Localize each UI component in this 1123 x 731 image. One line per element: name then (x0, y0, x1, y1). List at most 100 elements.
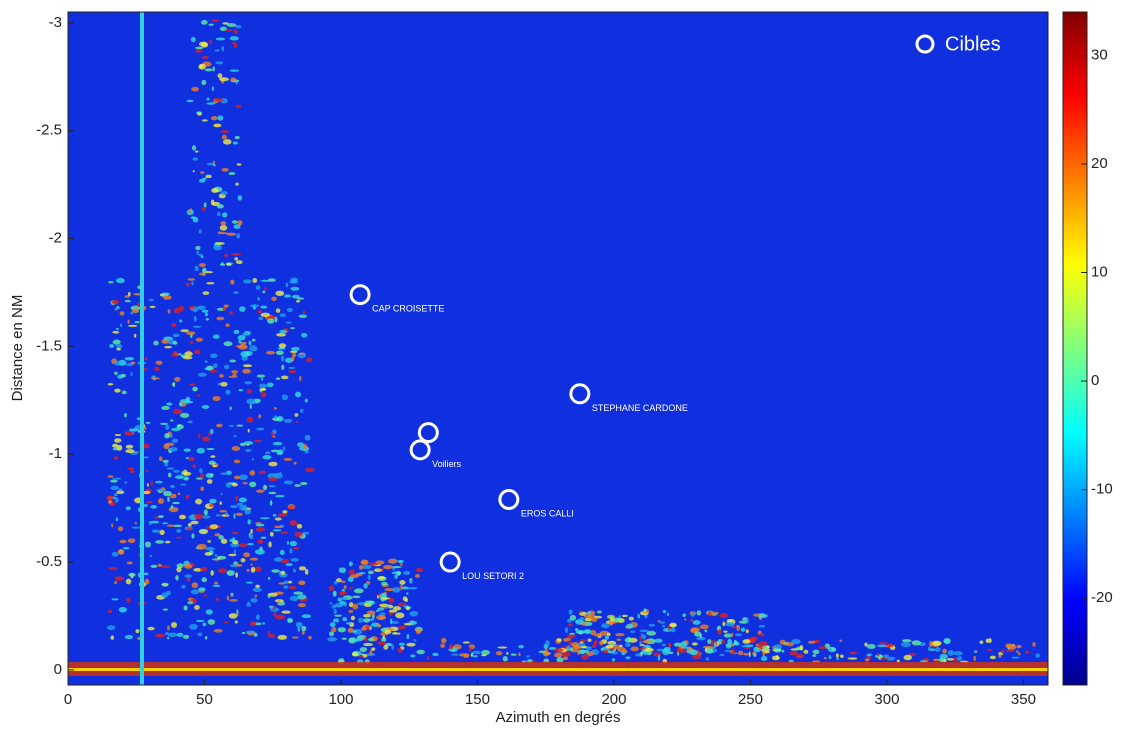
clutter-speck (162, 522, 168, 525)
clutter-speck (506, 651, 509, 655)
clutter-speck (195, 245, 201, 251)
clutter-speck (229, 538, 236, 543)
clutter-speck (236, 502, 244, 506)
clutter-speck (288, 586, 297, 590)
clutter-speck (134, 321, 140, 324)
clutter-speck (590, 629, 597, 636)
clutter-speck (168, 506, 179, 513)
clutter-speck (518, 652, 521, 657)
clutter-speck (246, 568, 250, 572)
clutter-speck (216, 597, 220, 601)
clutter-speck (567, 618, 572, 623)
clutter-speck (235, 572, 239, 578)
clutter-speck (221, 134, 227, 140)
clutter-speck (427, 655, 430, 661)
clutter-speck (281, 394, 288, 401)
clutter-speck (390, 618, 393, 625)
clutter-speck (275, 377, 281, 380)
clutter-speck (266, 382, 274, 388)
clutter-speck (847, 657, 858, 660)
clutter-speck (666, 612, 669, 617)
clutter-speck (591, 644, 597, 648)
clutter-speck (543, 658, 550, 663)
clutter-speck (255, 522, 262, 525)
clutter-speck (690, 627, 701, 632)
clutter-speck (200, 486, 205, 492)
legend-label: Cibles (945, 33, 1001, 55)
clutter-speck (246, 603, 251, 607)
clutter-speck (234, 135, 240, 140)
clutter-speck (261, 391, 267, 398)
clutter-speck (334, 603, 344, 608)
clutter-speck (164, 462, 169, 467)
clutter-speck (908, 652, 917, 657)
clutter-speck (260, 517, 270, 520)
clutter-speck (163, 443, 170, 450)
clutter-speck (212, 396, 221, 402)
clutter-speck (776, 655, 779, 660)
clutter-speck (171, 352, 179, 357)
clutter-speck (275, 350, 284, 356)
clutter-speck (120, 373, 126, 378)
clutter-speck (953, 651, 963, 656)
clutter-speck (641, 634, 647, 640)
clutter-speck (818, 646, 827, 650)
clutter-speck (581, 654, 589, 660)
clutter-speck (177, 492, 181, 496)
clutter-speck (232, 373, 237, 377)
clutter-speck (282, 510, 288, 514)
clutter-speck (238, 388, 243, 392)
clutter-speck (235, 495, 239, 502)
clutter-speck (226, 232, 237, 236)
clutter-speck (111, 551, 119, 557)
clutter-speck (114, 434, 122, 437)
clutter-speck (130, 361, 136, 365)
clutter-speck (280, 558, 290, 564)
clutter-speck (646, 630, 657, 636)
clutter-speck (262, 621, 265, 625)
clutter-speck (573, 644, 580, 649)
clutter-speck (210, 570, 214, 576)
clutter-speck (173, 307, 181, 314)
clutter-speck (258, 414, 262, 419)
clutter-speck (390, 620, 400, 624)
clutter-speck (221, 167, 229, 172)
clutter-speck (268, 461, 278, 467)
clutter-speck (249, 621, 257, 626)
clutter-speck (377, 607, 385, 611)
clutter-speck (545, 640, 550, 647)
clutter-speck (182, 634, 190, 639)
clutter-speck (175, 574, 179, 581)
clutter-speck (153, 340, 159, 346)
clutter-speck (204, 635, 208, 640)
clutter-speck (231, 531, 240, 535)
clutter-speck (987, 649, 993, 652)
clutter-speck (286, 540, 289, 545)
clutter-speck (191, 582, 199, 589)
clutter-speck (204, 68, 213, 72)
clutter-speck (155, 540, 165, 544)
clutter-speck (233, 29, 239, 34)
clutter-speck (343, 585, 347, 590)
clutter-speck (194, 265, 199, 272)
clutter-speck (367, 637, 375, 642)
clutter-speck (130, 311, 134, 315)
y-tick-label: 0 (54, 661, 62, 678)
clutter-speck (114, 438, 122, 443)
clutter-speck (231, 41, 235, 45)
clutter-speck (568, 609, 573, 615)
clutter-speck (167, 625, 170, 631)
clutter-speck (114, 581, 118, 585)
clutter-speck (217, 231, 223, 235)
clutter-speck (413, 639, 417, 642)
clutter-speck (124, 430, 135, 436)
clutter-speck (254, 594, 258, 598)
clutter-speck (973, 650, 978, 653)
clutter-speck (883, 654, 890, 659)
clutter-speck (124, 356, 135, 361)
clutter-speck (220, 472, 229, 475)
clutter-speck (172, 408, 183, 415)
clutter-speck (376, 614, 386, 621)
clutter-speck (502, 656, 508, 662)
clutter-speck (562, 656, 569, 661)
